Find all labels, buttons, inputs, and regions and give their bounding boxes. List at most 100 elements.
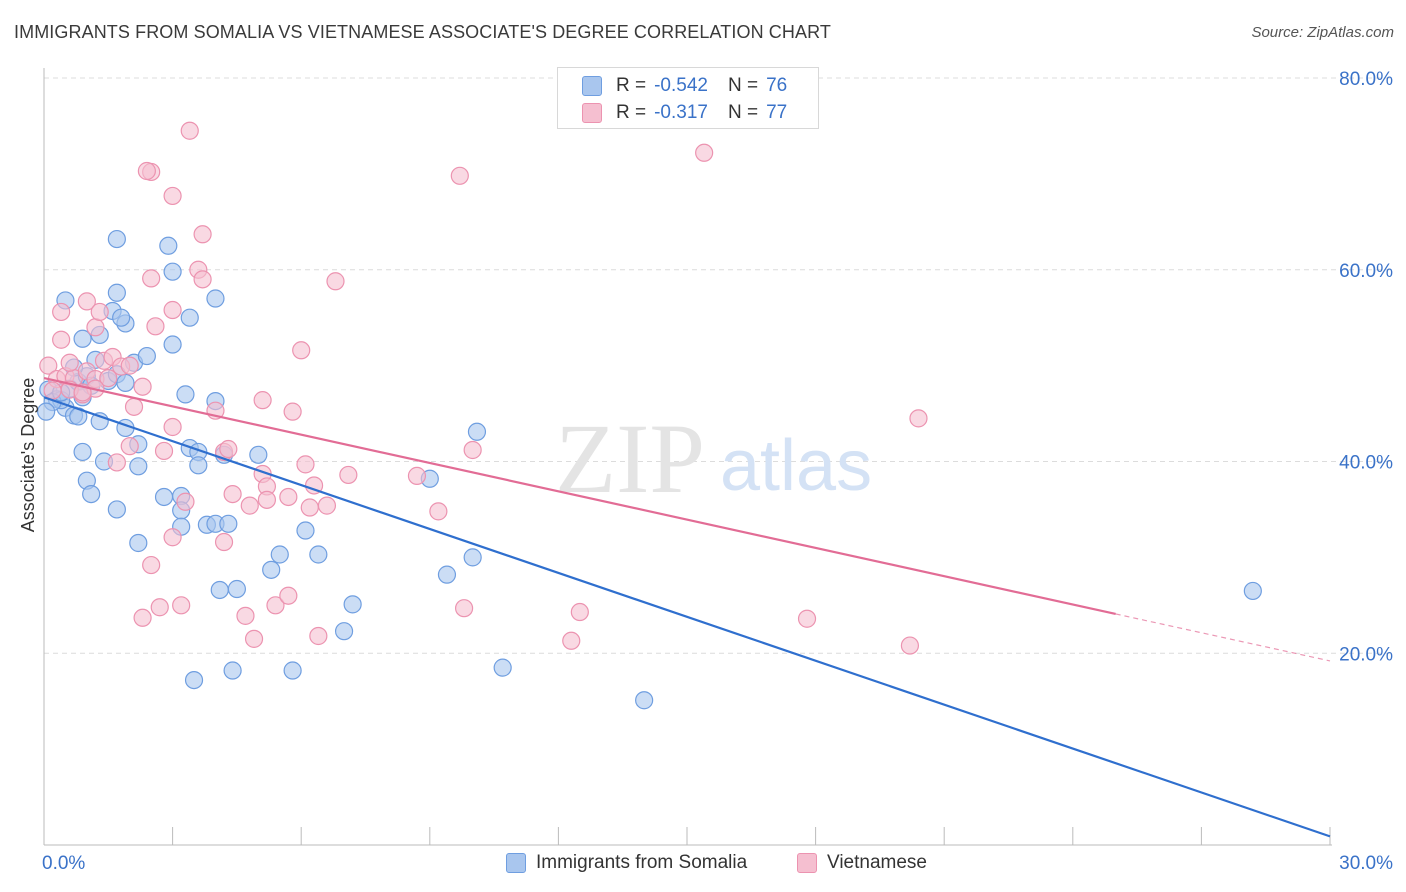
vietnamese-point	[562, 631, 581, 650]
somalia-point	[206, 289, 225, 308]
vietnamese-point	[797, 609, 817, 628]
somalia-point	[219, 514, 238, 533]
axes	[43, 68, 1332, 846]
vietnamese-point	[90, 302, 109, 322]
somalia-point	[112, 308, 131, 327]
axis-labels: 20.0% 40.0% 60.0% 80.0% 0.0% 30.0% Associate's…	[18, 69, 1393, 874]
vietnamese-point	[219, 439, 238, 459]
somalia-point	[116, 373, 135, 392]
r-label: R =	[616, 102, 647, 123]
vietnamese-point	[407, 466, 427, 485]
bottom-legend: Immigrants from Somalia Vietnamese	[0, 850, 1406, 880]
vietnamese-point	[99, 368, 118, 388]
r-label: R =	[616, 75, 647, 96]
r-value: -0.542	[654, 75, 708, 96]
grid-lines	[44, 77, 1393, 654]
vietnamese-points	[39, 121, 928, 655]
vietnamese-point	[326, 272, 345, 291]
vietnamese-point	[43, 381, 62, 400]
vietnamese-trend-extension	[1115, 613, 1331, 662]
somalia-swatch	[582, 76, 602, 96]
somalia-point	[296, 521, 315, 540]
watermark-zip: ZIP	[555, 403, 705, 514]
vietnamese-point	[236, 606, 255, 625]
trend-lines	[43, 377, 1331, 838]
vietnamese-legend-swatch	[797, 853, 817, 873]
somalia-point	[227, 579, 246, 599]
somalia-point	[309, 545, 328, 564]
vietnamese-point	[240, 496, 259, 515]
vietnamese-trend-line	[43, 377, 1116, 616]
somalia-point	[223, 661, 242, 680]
somalia-point	[635, 691, 654, 710]
vietnamese-point	[133, 608, 152, 627]
vietnamese-point	[163, 186, 182, 206]
source-credit: Source: ZipAtlas.com	[1251, 24, 1394, 41]
vietnamese-point	[193, 270, 212, 289]
somalia-point	[493, 658, 512, 677]
watermark-atlas: atlas	[720, 426, 872, 506]
somalia-point	[270, 545, 289, 564]
vietnamese-point	[180, 121, 199, 140]
vietnamese-point	[450, 166, 469, 185]
vietnamese-point	[146, 317, 165, 336]
vietnamese-point	[120, 437, 139, 456]
vietnamese-point	[142, 555, 161, 575]
y-tick-label: 60.0%	[1339, 261, 1393, 282]
vietnamese-point	[253, 391, 272, 410]
somalia-point	[163, 335, 182, 354]
vietnamese-point	[172, 596, 191, 615]
y-tick-label: 80.0%	[1339, 69, 1393, 90]
vietnamese-point	[339, 465, 358, 485]
y-tick-label: 20.0%	[1339, 644, 1393, 665]
vietnamese-point	[150, 598, 169, 617]
vietnamese-point	[77, 292, 96, 311]
vietnamese-point	[223, 484, 242, 504]
somalia-point	[137, 346, 156, 366]
vietnamese-point	[52, 330, 71, 349]
somalia-point	[159, 236, 178, 255]
x-tick-label: 0.0%	[42, 853, 85, 874]
somalia-point	[463, 548, 482, 567]
vietnamese-point	[133, 377, 152, 396]
somalia-point	[154, 487, 174, 507]
somalia-point	[343, 595, 362, 614]
vietnamese-point	[266, 596, 285, 615]
vietnamese-point	[900, 636, 920, 655]
vietnamese-point	[163, 528, 182, 547]
watermark: ZIP atlas	[555, 403, 872, 514]
vietnamese-point	[124, 397, 144, 416]
somalia-point	[73, 329, 92, 348]
vietnamese-point	[39, 356, 58, 375]
somalia-point	[189, 456, 208, 475]
somalia-legend-swatch	[506, 853, 526, 873]
somalia-point	[467, 422, 487, 441]
x-tick-label: 30.0%	[1339, 853, 1393, 874]
vietnamese-point	[60, 353, 79, 372]
vietnamese-point	[292, 341, 311, 360]
y-axis-label: Associate's Degree	[18, 378, 38, 533]
legend-label-vietnamese: Vietnamese	[827, 852, 927, 873]
somalia-point	[82, 484, 101, 504]
n-value: 76	[766, 75, 788, 96]
chart-title: IMMIGRANTS FROM SOMALIA VS VIETNAMESE AS…	[14, 22, 831, 42]
vietnamese-point	[154, 441, 174, 461]
vietnamese-point	[695, 143, 714, 162]
n-value: 77	[766, 102, 788, 123]
legend-item-vietnamese: Vietnamese	[797, 852, 927, 874]
vietnamese-point	[107, 453, 126, 472]
vietnamese-point	[120, 356, 139, 375]
somalia-point	[249, 445, 268, 464]
somalia-point	[184, 670, 204, 690]
somalia-point	[262, 560, 281, 579]
vietnamese-point	[137, 161, 156, 181]
vietnamese-point	[570, 602, 589, 622]
somalia-point	[163, 262, 182, 281]
vietnamese-point	[317, 496, 337, 515]
stats-row-somalia: R = -0.542 N = 76	[582, 73, 787, 99]
vietnamese-point	[279, 487, 298, 507]
vietnamese-point	[296, 455, 315, 474]
somalia-point	[210, 580, 229, 600]
somalia-point	[180, 308, 199, 327]
